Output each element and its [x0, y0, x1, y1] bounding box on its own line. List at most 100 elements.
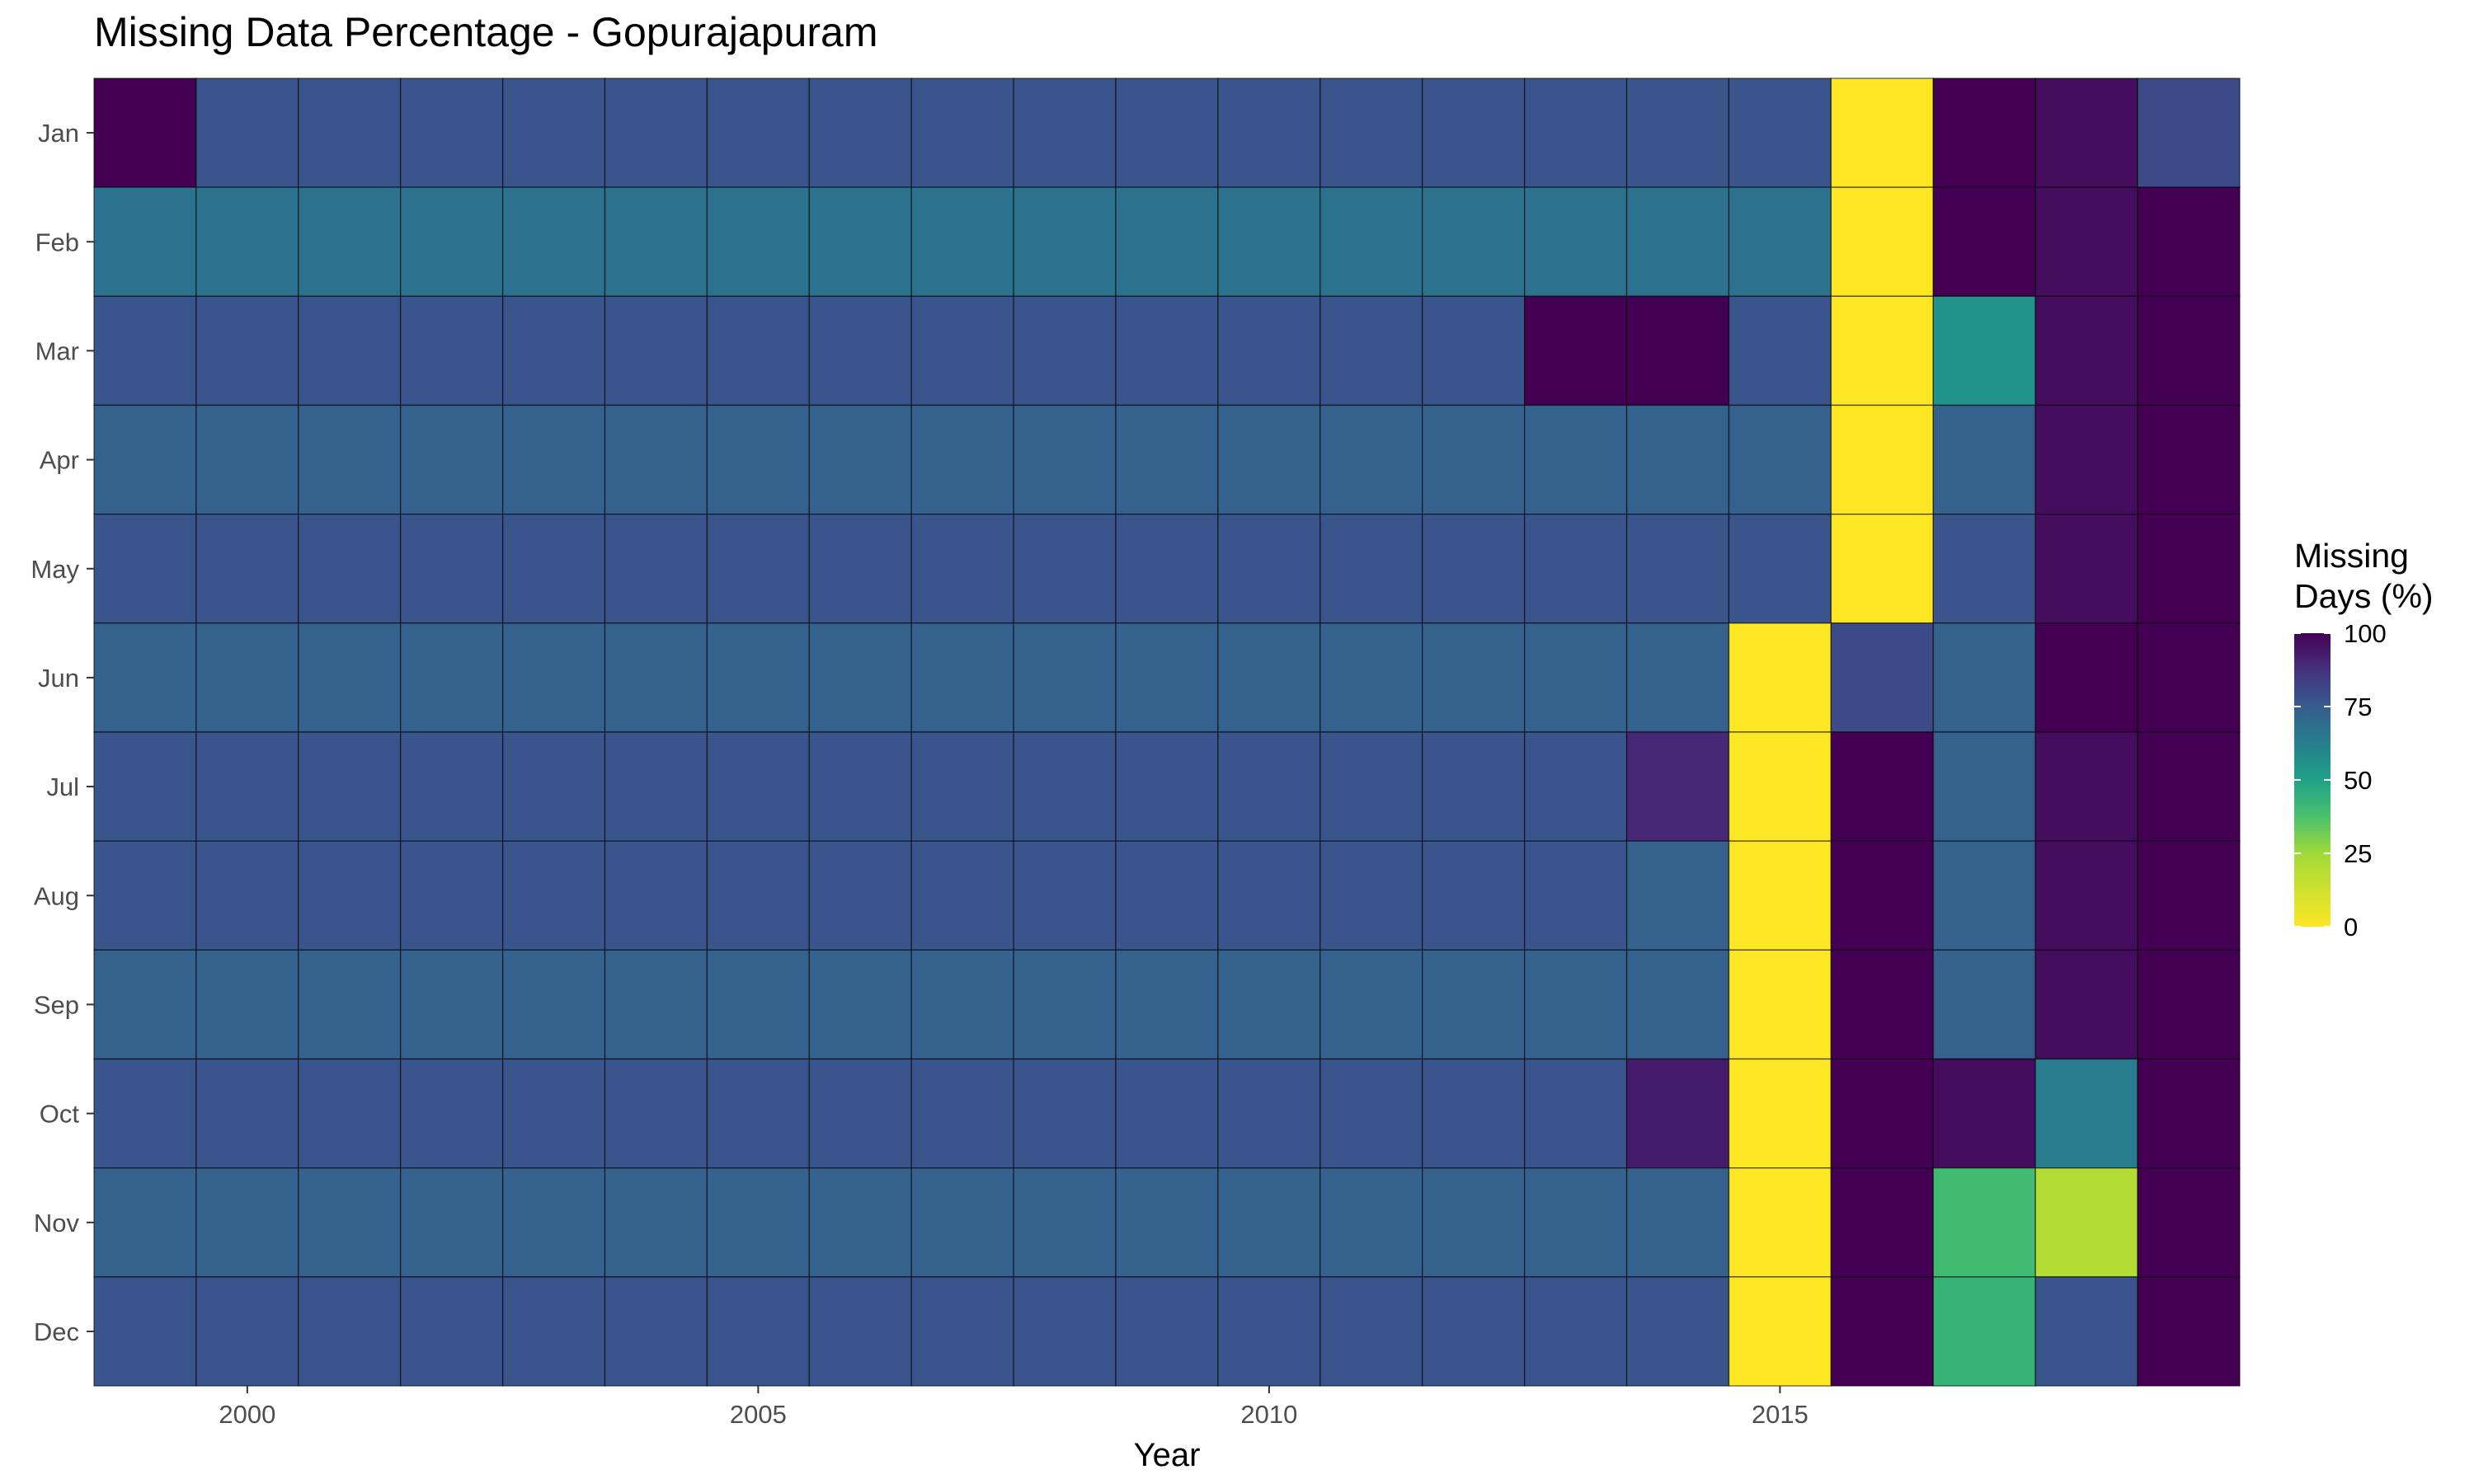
heatmap-cell-sep-2004 — [604, 949, 708, 1060]
heatmap-cell-jan-2014 — [1625, 77, 1730, 188]
heatmap-cell-jun-2009 — [1115, 622, 1219, 733]
heatmap-cell-jun-2014 — [1625, 622, 1730, 733]
heatmap-cell-oct-2017 — [1932, 1058, 2036, 1169]
heatmap-cell-may-2015 — [1728, 514, 1832, 624]
heatmap-cell-aug-2001 — [298, 840, 402, 951]
heatmap-cell-jan-2009 — [1115, 77, 1219, 188]
heatmap-cell-nov-2017 — [1932, 1167, 2036, 1278]
x-tick-label-2005: 2005 — [730, 1400, 787, 1429]
heatmap-cell-jan-2003 — [501, 77, 606, 188]
heatmap-cell-oct-2018 — [2034, 1058, 2138, 1169]
heatmap-cell-apr-2012 — [1422, 404, 1526, 515]
x-tick-label-2015: 2015 — [1752, 1400, 1808, 1429]
heatmap-cell-jun-2010 — [1217, 622, 1321, 733]
heatmap-cell-jul-2008 — [1013, 731, 1117, 842]
legend-tick-label-75: 75 — [2344, 693, 2372, 721]
heatmap-cell-jan-2011 — [1319, 77, 1423, 188]
heatmap-cell-jul-2010 — [1217, 731, 1321, 842]
heatmap-cell-nov-2008 — [1013, 1167, 1117, 1278]
heatmap-cell-may-1999 — [93, 514, 197, 624]
y-tick-label-dec: Dec — [34, 1317, 79, 1346]
heatmap-cell-apr-2009 — [1115, 404, 1219, 515]
heatmap-cell-jul-2016 — [1830, 731, 1934, 842]
heatmap-cell-jul-2005 — [706, 731, 810, 842]
heatmap-cell-aug-2009 — [1115, 840, 1219, 951]
heatmap-cell-jan-2007 — [910, 77, 1014, 188]
heatmap-cell-mar-2002 — [400, 295, 504, 406]
heatmap-cell-dec-1999 — [93, 1276, 197, 1387]
heatmap-cell-may-2017 — [1932, 514, 2036, 624]
heatmap-cell-mar-2016 — [1830, 295, 1934, 406]
heatmap-cell-feb-1999 — [93, 186, 197, 297]
heatmap-cell-jul-2003 — [501, 731, 606, 842]
heatmap-cell-oct-2015 — [1728, 1058, 1832, 1169]
y-tick-label-may: May — [31, 555, 79, 584]
heatmap-cell-feb-2013 — [1524, 186, 1628, 297]
y-tick-label-jun: Jun — [38, 664, 79, 693]
heatmap-cell-jun-2011 — [1319, 622, 1423, 733]
heatmap-cell-dec-2006 — [808, 1276, 912, 1387]
heatmap-cell-jun-2012 — [1422, 622, 1526, 733]
heatmap-cell-apr-2002 — [400, 404, 504, 515]
heatmap-cell-sep-2012 — [1422, 949, 1526, 1060]
y-tick-label-mar: Mar — [35, 336, 79, 365]
heatmap-cell-dec-2014 — [1625, 1276, 1730, 1387]
heatmap-cell-jul-2009 — [1115, 731, 1219, 842]
heatmap-cell-may-2016 — [1830, 514, 1934, 624]
heatmap-cell-dec-2002 — [400, 1276, 504, 1387]
y-axis: Jan Feb Mar Apr May Jun Jul Aug Sep Oct Nov Dec — [31, 119, 94, 1346]
heatmap-cell-sep-2016 — [1830, 949, 1934, 1060]
heatmap-cell-sep-2005 — [706, 949, 810, 1060]
heatmap-cell-feb-2014 — [1625, 186, 1730, 297]
heatmap-cell-feb-2002 — [400, 186, 504, 297]
heatmap-cell-dec-2005 — [706, 1276, 810, 1387]
heatmap-cell-oct-2000 — [195, 1058, 299, 1169]
heatmap-cell-jul-2013 — [1524, 731, 1628, 842]
heatmap-cell-may-2000 — [195, 514, 299, 624]
chart-title: Missing Data Percentage - Gopurajapuram — [94, 9, 878, 55]
heatmap-cell-may-2009 — [1115, 514, 1219, 624]
heatmap-cell-dec-2011 — [1319, 1276, 1423, 1387]
heatmap-cell-jun-2003 — [501, 622, 606, 733]
heatmap-cell-sep-2014 — [1625, 949, 1730, 1060]
y-tick-label-nov: Nov — [34, 1209, 80, 1237]
legend-tick-label-100: 100 — [2344, 619, 2387, 648]
heatmap-cell-oct-2016 — [1830, 1058, 1934, 1169]
heatmap-cell-jan-2015 — [1728, 77, 1832, 188]
heatmap-cell-may-2008 — [1013, 514, 1117, 624]
heatmap-cell-aug-2019 — [2137, 840, 2241, 951]
heatmap-cell-jun-2019 — [2137, 622, 2241, 733]
heatmap-cell-may-2018 — [2034, 514, 2138, 624]
heatmap-cell-nov-2007 — [910, 1167, 1014, 1278]
heatmap-cell-jan-2002 — [400, 77, 504, 188]
heatmap-cell-feb-2004 — [604, 186, 708, 297]
heatmap-cell-nov-2010 — [1217, 1167, 1321, 1278]
heatmap-cell-jul-2017 — [1932, 731, 2036, 842]
heatmap-cell-mar-2009 — [1115, 295, 1219, 406]
heatmap-cell-aug-2011 — [1319, 840, 1423, 951]
heatmap-cell-dec-2008 — [1013, 1276, 1117, 1387]
heatmap-cell-feb-2007 — [910, 186, 1014, 297]
heatmap-cell-jun-2016 — [1830, 622, 1934, 733]
heatmap-cell-apr-2018 — [2034, 404, 2138, 515]
heatmap-cell-mar-2001 — [298, 295, 402, 406]
heatmap-cell-nov-2000 — [195, 1167, 299, 1278]
heatmap-cell-jul-2011 — [1319, 731, 1423, 842]
heatmap-cell-mar-2019 — [2137, 295, 2241, 406]
heatmap-cell-mar-2003 — [501, 295, 606, 406]
heatmap-cell-jul-2015 — [1728, 731, 1832, 842]
heatmap-cell-mar-2018 — [2034, 295, 2138, 406]
heatmap-cell-jan-2008 — [1013, 77, 1117, 188]
heatmap-cell-aug-2004 — [604, 840, 708, 951]
heatmap-cell-may-2005 — [706, 514, 810, 624]
heatmap-cell-sep-2018 — [2034, 949, 2138, 1060]
heatmap-cell-feb-2006 — [808, 186, 912, 297]
legend-tick-label-50: 50 — [2344, 766, 2372, 795]
heatmap-cell-nov-2015 — [1728, 1167, 1832, 1278]
heatmap-cell-mar-2006 — [808, 295, 912, 406]
heatmap-cell-feb-2003 — [501, 186, 606, 297]
heatmap-cell-apr-2014 — [1625, 404, 1730, 515]
heatmap-cell-may-2002 — [400, 514, 504, 624]
heatmap-cell-apr-2000 — [195, 404, 299, 515]
